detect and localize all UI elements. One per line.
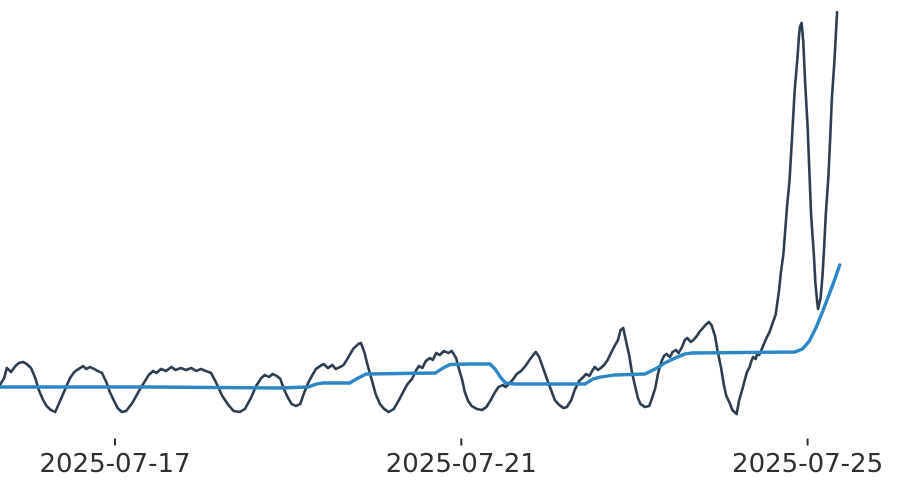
series-line-dark-navy [0,10,839,416]
x-axis-tick-label: 2025-07-17 [39,449,190,479]
x-axis-tick-label: 2025-07-25 [732,449,883,479]
x-axis-tick-label: 2025-07-21 [386,449,537,479]
series-line-blue-smoothed [0,263,842,390]
